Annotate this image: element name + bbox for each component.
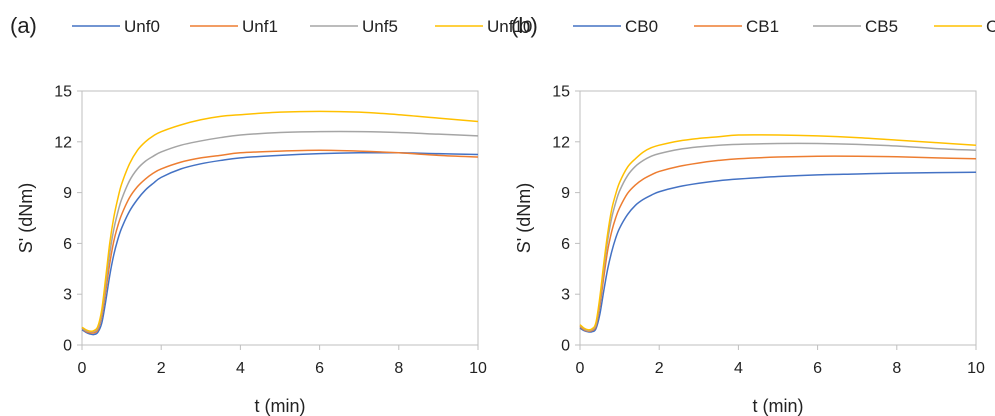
legend-label-cb5: CB5 [865, 17, 898, 36]
y-axis-title: S' (dNm) [514, 183, 534, 253]
x-tick-label: 8 [394, 360, 403, 377]
y-tick-label: 15 [552, 84, 570, 101]
series-line-cb10 [579, 134, 977, 331]
x-tick-label: 6 [315, 360, 324, 377]
plot-frame [579, 90, 977, 346]
x-axis-title: t (min) [753, 396, 804, 416]
y-tick-label: 15 [54, 84, 72, 101]
legend-label-unf0: Unf0 [124, 17, 160, 36]
y-tick-label: 0 [561, 338, 570, 355]
series-line-cb1 [579, 155, 977, 332]
y-tick-label: 3 [561, 287, 570, 304]
series-line-unf1 [81, 149, 479, 334]
plot-frame [81, 90, 479, 346]
series-line-cb5 [579, 142, 977, 332]
panel-label: (a) [10, 13, 37, 38]
y-tick-label: 6 [63, 236, 72, 253]
y-tick-label: 0 [63, 338, 72, 355]
series-line-unf5 [81, 130, 479, 333]
series-line-unf0 [81, 151, 479, 336]
x-tick-label: 0 [576, 360, 585, 377]
y-tick-label: 9 [561, 185, 570, 202]
legend-label-unf5: Unf5 [362, 17, 398, 36]
legend-label-unf10: Unf10 [487, 17, 532, 36]
x-tick-label: 2 [655, 360, 664, 377]
series-line-cb0 [579, 171, 977, 333]
y-tick-label: 9 [63, 185, 72, 202]
y-axis-title: S' (dNm) [16, 183, 36, 253]
chart-panel-b: (b) CB0 CB1 CB5 CB10 0 3 6 9 12 15 0 2 4 6 8 10 t (min) S'… [511, 13, 995, 416]
legend-label-unf1: Unf1 [242, 17, 278, 36]
x-tick-label: 2 [157, 360, 166, 377]
legend-label-cb10: CB10 [986, 17, 995, 36]
x-tick-label: 10 [967, 360, 985, 377]
legend-label-cb0: CB0 [625, 17, 658, 36]
panel-label: (b) [511, 13, 538, 38]
x-tick-label: 4 [236, 360, 245, 377]
series-line-unf10 [81, 110, 479, 332]
x-tick-label: 6 [813, 360, 822, 377]
x-tick-label: 10 [469, 360, 487, 377]
x-tick-label: 8 [892, 360, 901, 377]
x-tick-label: 0 [78, 360, 87, 377]
y-tick-label: 6 [561, 236, 570, 253]
x-axis-title: t (min) [255, 396, 306, 416]
y-tick-label: 12 [552, 134, 570, 151]
y-tick-label: 3 [63, 287, 72, 304]
legend-label-cb1: CB1 [746, 17, 779, 36]
chart-panel-a: (a) Unf0 Unf1 Unf5 Unf10 0 3 6 9 12 15 0 2 4 6 8 10 t (mi… [10, 13, 532, 416]
y-tick-label: 12 [54, 134, 72, 151]
x-tick-label: 4 [734, 360, 743, 377]
